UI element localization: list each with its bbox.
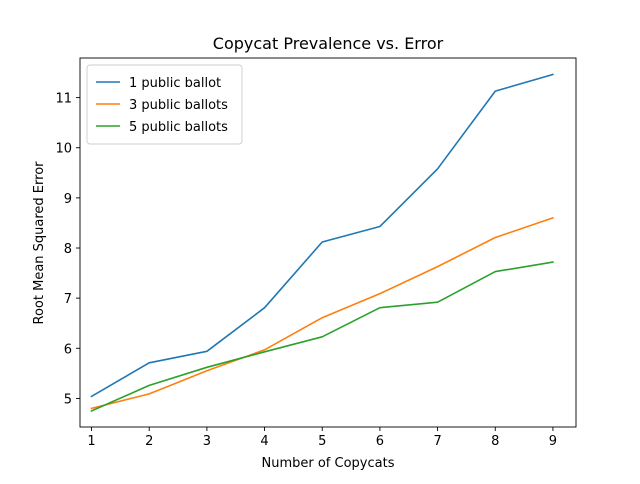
x-tick-label: 4 — [260, 434, 268, 449]
y-tick-label: 5 — [64, 392, 72, 407]
series-line-3 — [90, 261, 554, 413]
plot-area — [90, 73, 554, 413]
x-tick-label: 2 — [145, 434, 153, 449]
x-tick-label: 3 — [203, 434, 211, 449]
legend-label-1: 1 public ballot — [129, 76, 221, 91]
axes-frame — [79, 57, 577, 428]
x-tick-label: 7 — [433, 434, 441, 449]
y-tick-label: 7 — [64, 292, 72, 307]
series-line-1 — [90, 73, 554, 398]
x-tick-label: 8 — [491, 434, 499, 449]
y-tick-label: 10 — [55, 142, 72, 157]
axes: 1 2 3 4 5 6 7 8 9 5 6 7 8 9 10 11 — [55, 57, 577, 449]
legend-box — [86, 64, 243, 145]
legend: 1 public ballot 3 public ballots 5 public … — [86, 64, 243, 145]
x-tick-label: 1 — [87, 434, 95, 449]
x-tick-label: 5 — [318, 434, 326, 449]
y-axis-label: Root Mean Squared Error — [32, 161, 47, 325]
y-tick-label: 11 — [55, 92, 72, 107]
x-axis-label: Number of Copycats — [262, 456, 395, 471]
y-tick-label: 8 — [64, 242, 72, 257]
series-line-2 — [90, 216, 554, 410]
legend-label-2: 3 public ballots — [129, 98, 228, 113]
x-tick-label: 6 — [376, 434, 384, 449]
x-tick-label: 9 — [549, 434, 557, 449]
legend-label-3: 5 public ballots — [129, 120, 228, 135]
y-tick-label: 9 — [64, 192, 72, 207]
chart-title: Copycat Prevalence vs. Error — [213, 34, 444, 53]
y-tick-label: 6 — [64, 342, 72, 357]
